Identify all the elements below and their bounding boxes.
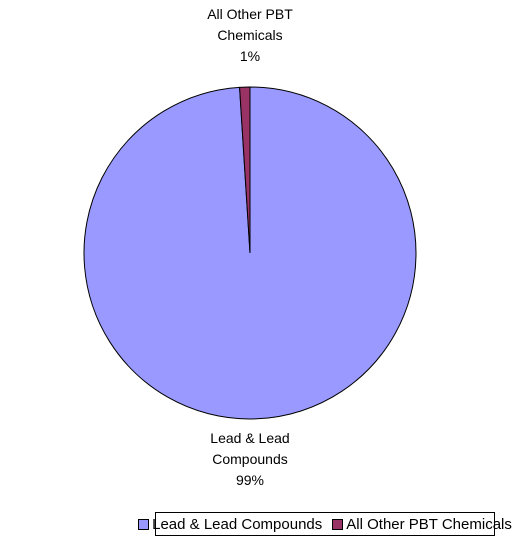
legend-swatch (138, 518, 150, 530)
legend-swatch (332, 518, 344, 530)
legend-item: All Other PBT Chemicals (332, 516, 512, 533)
slice-label: All Other PBT Chemicals 1% (190, 4, 310, 67)
legend-label: Lead & Lead Compounds (152, 515, 323, 533)
slice-value: 1% (239, 48, 261, 64)
legend-item: Lead & Lead Compounds (138, 516, 322, 533)
slice-name: All Other PBT Chemicals (207, 6, 293, 43)
legend-label: All Other PBT Chemicals (346, 515, 512, 533)
legend: Lead & Lead Compounds All Other PBT Chemi… (138, 512, 512, 536)
slice-label: Lead & Lead Compounds 99% (190, 428, 310, 491)
slice-name: Lead & Lead Compounds (210, 430, 290, 467)
slice-value: 99% (235, 472, 265, 488)
pie-slice (239, 86, 251, 254)
